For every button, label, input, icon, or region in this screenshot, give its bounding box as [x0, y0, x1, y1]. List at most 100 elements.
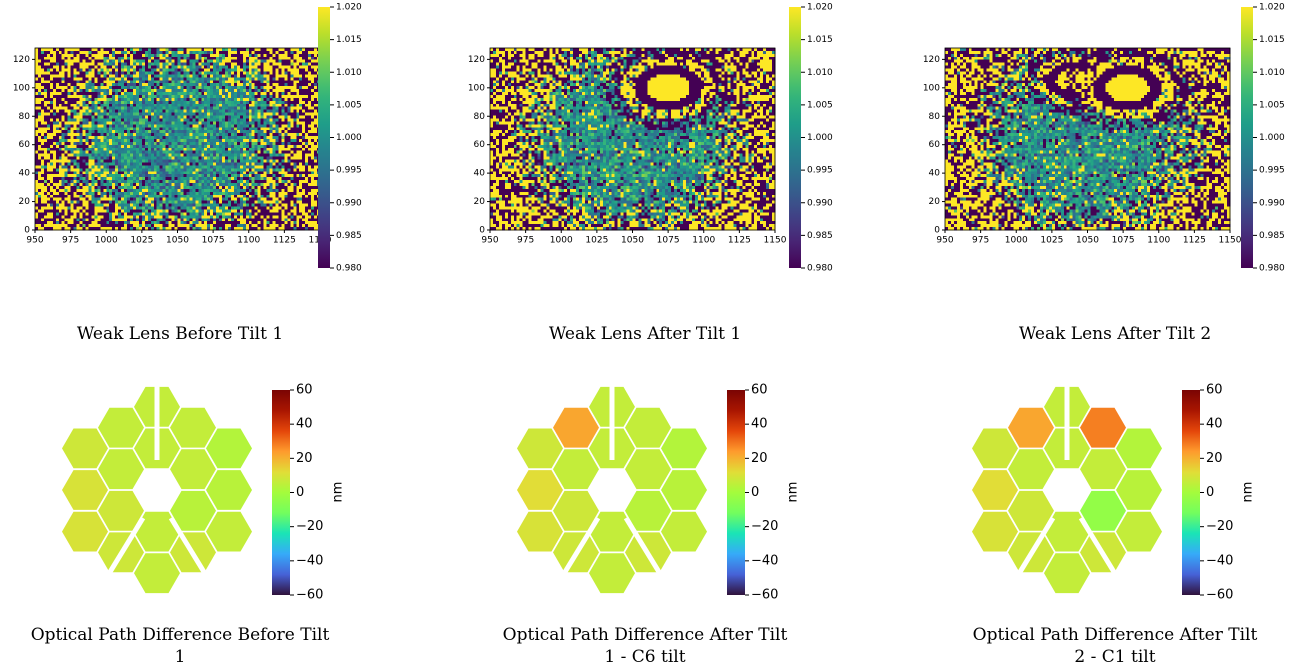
- pixel: [100, 56, 104, 61]
- pixel: [73, 118, 77, 122]
- pixel: [132, 83, 137, 87]
- pixel: [85, 74, 89, 78]
- pixel: [204, 115, 208, 119]
- pixel: [299, 48, 303, 52]
- pixel: [37, 147, 42, 152]
- pixel: [260, 97, 264, 102]
- pixel: [233, 144, 238, 149]
- pixel: [64, 156, 68, 160]
- pixel: [207, 141, 211, 146]
- pixel: [213, 48, 217, 52]
- pixel: [52, 68, 57, 72]
- pixel: [239, 109, 244, 113]
- pixel: [103, 165, 107, 169]
- pixel: [61, 174, 65, 178]
- pixel: [130, 112, 134, 116]
- pixel: [43, 139, 48, 143]
- pixel: [284, 118, 288, 122]
- pixel: [198, 159, 202, 163]
- pixel: [40, 62, 45, 66]
- pixel: [299, 144, 303, 149]
- pixel: [227, 77, 232, 81]
- pixel: [204, 59, 208, 63]
- pixel: [192, 174, 196, 178]
- pixel: [314, 100, 318, 105]
- pixel: [97, 65, 101, 69]
- pixel: [183, 188, 187, 193]
- pixel: [82, 165, 86, 169]
- pixel: [141, 141, 146, 146]
- pixel: [112, 124, 116, 128]
- pixel: [275, 68, 279, 72]
- pixel: [266, 62, 270, 66]
- pixel: [177, 136, 181, 140]
- pixel: [130, 65, 134, 69]
- pixel: [186, 92, 190, 96]
- pixel: [168, 80, 172, 84]
- pixel: [35, 106, 39, 110]
- pixel: [121, 133, 125, 137]
- pixel: [73, 68, 77, 72]
- pixel: [156, 77, 160, 81]
- pixel: [263, 83, 267, 87]
- pixel: [290, 109, 294, 113]
- pixel: [100, 103, 104, 108]
- pixel: [213, 168, 217, 172]
- pixel: [168, 48, 172, 52]
- pixel: [79, 185, 83, 190]
- pixel: [281, 171, 285, 175]
- pixel: [130, 48, 134, 52]
- pixel: [245, 121, 250, 125]
- pixel: [109, 165, 113, 169]
- pixel: [109, 171, 113, 175]
- pixel: [314, 89, 318, 93]
- pixel: [266, 71, 270, 75]
- pixel: [219, 65, 223, 69]
- pixel: [55, 56, 60, 61]
- pixel: [40, 106, 45, 110]
- pixel: [118, 56, 122, 61]
- pixel: [43, 89, 48, 93]
- pixel: [58, 121, 63, 125]
- pixel: [219, 165, 223, 169]
- pixel: [236, 71, 241, 75]
- pixel: [85, 171, 89, 175]
- pixel: [141, 183, 146, 187]
- pixel: [290, 141, 294, 146]
- pixel: [55, 156, 60, 160]
- pixel: [281, 74, 285, 78]
- pixel: [174, 168, 178, 172]
- pixel: [97, 130, 101, 134]
- pixel: [207, 144, 211, 149]
- pixel: [138, 183, 143, 187]
- pixel: [64, 174, 68, 178]
- pixel: [275, 174, 279, 178]
- pixel: [248, 185, 253, 190]
- pixel: [43, 68, 48, 72]
- pixel: [79, 147, 83, 152]
- pixel: [37, 153, 42, 157]
- pixel: [251, 83, 255, 87]
- pixel: [76, 165, 80, 169]
- pixel: [302, 106, 306, 110]
- pixel: [138, 65, 143, 69]
- pixel: [272, 71, 276, 75]
- pixel: [263, 89, 267, 93]
- pixel: [55, 159, 60, 163]
- pixel: [55, 180, 60, 184]
- pixel: [302, 150, 306, 154]
- pixel: [311, 144, 315, 149]
- pixel: [88, 112, 92, 116]
- pixel: [275, 130, 279, 134]
- pixel: [106, 127, 110, 131]
- pixel: [177, 121, 181, 125]
- pixel: [153, 185, 158, 190]
- pixel: [242, 168, 247, 172]
- pixel: [132, 103, 137, 108]
- pixel: [281, 68, 285, 72]
- pixel: [290, 118, 294, 122]
- pixel: [189, 59, 193, 63]
- pixel: [100, 165, 104, 169]
- pixel: [201, 127, 205, 131]
- pixel: [213, 180, 217, 184]
